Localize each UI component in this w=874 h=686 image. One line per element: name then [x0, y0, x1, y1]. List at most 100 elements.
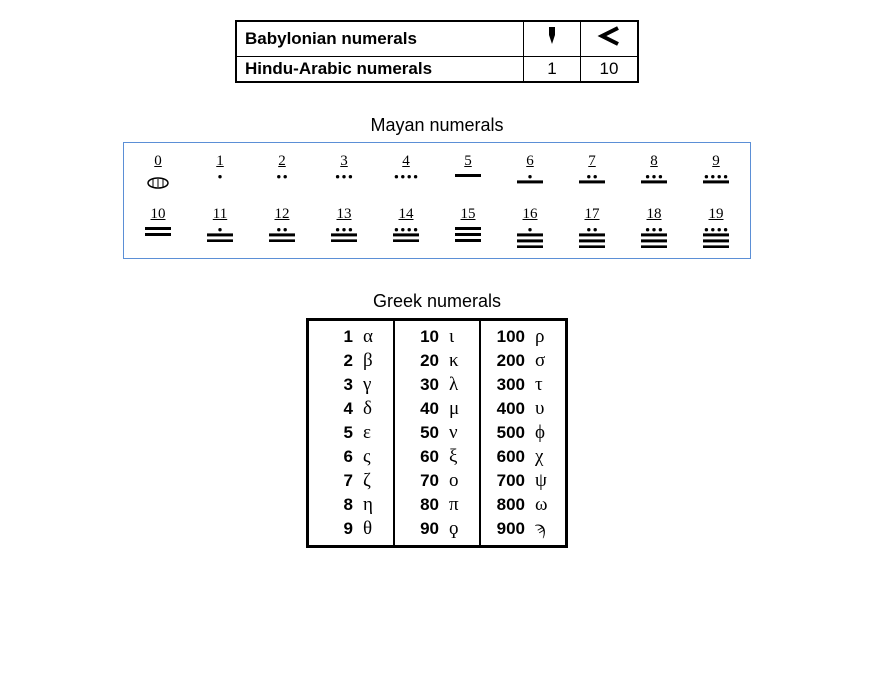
greek-col-ones: 1α2β3γ4δ5ε6ς7ζ8η9θ — [308, 320, 395, 547]
greek-letter: π — [449, 494, 469, 516]
greek-number: 7 — [319, 471, 353, 491]
mayan-table: 0123456789 10111213141516171819 — [123, 142, 751, 259]
greek-row: 600 χ — [491, 445, 555, 469]
greek-number: 80 — [405, 495, 439, 515]
greek-row: 8η — [319, 493, 383, 517]
mayan-cell: 10 — [138, 206, 178, 248]
mayan-glyph-icon — [390, 174, 422, 184]
mayan-glyph-icon — [142, 227, 174, 237]
mayan-glyph-icon — [204, 174, 236, 184]
greek-number: 400 — [491, 399, 525, 419]
mayan-number-label: 7 — [588, 153, 596, 170]
mayan-glyph-icon — [266, 227, 298, 242]
greek-row: 40μ — [405, 397, 469, 421]
greek-letter: λ — [449, 374, 469, 396]
greek-number: 500 — [491, 423, 525, 443]
greek-row: 80 π — [405, 493, 469, 517]
mayan-cell: 1 — [200, 153, 240, 192]
greek-letter: δ — [363, 398, 383, 420]
greek-number: 200 — [491, 351, 525, 371]
babylonian-table: Babylonian numerals Hindu-Arabic numeral… — [235, 20, 639, 83]
hindu-arabic-ten: 10 — [581, 57, 639, 83]
greek-letter: ν — [449, 422, 469, 444]
greek-number: 1 — [319, 327, 353, 347]
table-row: Babylonian numerals — [236, 21, 638, 57]
greek-letter: ρ — [535, 326, 555, 348]
greek-letter: ζ — [363, 470, 383, 492]
greek-number: 8 — [319, 495, 353, 515]
mayan-glyph-icon — [638, 174, 670, 184]
mayan-glyph-icon — [576, 174, 608, 184]
greek-letter: τ — [535, 374, 555, 396]
mayan-number-label: 0 — [154, 153, 162, 170]
greek-row: 4δ — [319, 397, 383, 421]
greek-number: 300 — [491, 375, 525, 395]
mayan-row: 10111213141516171819 — [138, 206, 736, 248]
greek-letter: υ — [535, 398, 555, 420]
babylonian-ten-symbol — [581, 21, 639, 57]
mayan-number-label: 11 — [213, 206, 227, 223]
mayan-number-label: 12 — [275, 206, 290, 223]
greek-number: 4 — [319, 399, 353, 419]
mayan-number-label: 17 — [585, 206, 600, 223]
greek-letter: ϙ — [449, 518, 469, 540]
hindu-arabic-row-label: Hindu-Arabic numerals — [236, 57, 524, 83]
greek-number: 900 — [491, 519, 525, 539]
hindu-arabic-one: 1 — [524, 57, 581, 83]
greek-row: 400 υ — [491, 397, 555, 421]
mayan-number-label: 14 — [399, 206, 414, 223]
greek-letter: ι — [449, 326, 469, 348]
greek-number: 50 — [405, 423, 439, 443]
mayan-number-label: 8 — [650, 153, 658, 170]
greek-number: 60 — [405, 447, 439, 467]
greek-letter: κ — [449, 350, 469, 372]
greek-number: 40 — [405, 399, 439, 419]
mayan-number-label: 13 — [337, 206, 352, 223]
greek-row: 100ρ — [491, 325, 555, 349]
greek-row: 30λ — [405, 373, 469, 397]
greek-row: 300 τ — [491, 373, 555, 397]
greek-col-tens: 10ι20κ30λ40μ50ν60ξ70ο80π90ϙ — [394, 320, 480, 547]
greek-number: 70 — [405, 471, 439, 491]
mayan-glyph-icon — [700, 227, 732, 248]
greek-col-hundreds: 100ρ200σ300τ400υ500ϕ600χ700ψ800ω900ϡ — [480, 320, 567, 547]
greek-number: 6 — [319, 447, 353, 467]
greek-number: 5 — [319, 423, 353, 443]
mayan-number-label: 18 — [647, 206, 662, 223]
greek-letter: α — [363, 326, 383, 348]
greek-row: 800ω — [491, 493, 555, 517]
greek-letter: σ — [535, 350, 555, 372]
mayan-cell: 5 — [448, 153, 488, 192]
mayan-number-label: 15 — [461, 206, 476, 223]
mayan-number-label: 6 — [526, 153, 534, 170]
greek-number: 800 — [491, 495, 525, 515]
greek-row: 50 ν — [405, 421, 469, 445]
mayan-glyph-icon — [514, 227, 546, 248]
greek-row: 5ε — [319, 421, 383, 445]
mayan-title: Mayan numerals — [370, 115, 503, 136]
mayan-glyph-icon — [328, 227, 360, 242]
greek-number: 90 — [405, 519, 439, 539]
mayan-glyph-icon — [328, 174, 360, 184]
mayan-number-label: 4 — [402, 153, 410, 170]
mayan-cell: 16 — [510, 206, 550, 248]
greek-row: 200 σ — [491, 349, 555, 373]
greek-letter: ε — [363, 422, 383, 444]
mayan-glyph-icon — [204, 227, 236, 242]
mayan-cell: 7 — [572, 153, 612, 192]
greek-title: Greek numerals — [373, 291, 501, 312]
mayan-glyph-icon — [266, 174, 298, 184]
greek-row: 900ϡ — [491, 517, 555, 541]
mayan-cell: 3 — [324, 153, 364, 192]
greek-number: 2 — [319, 351, 353, 371]
mayan-glyph-icon — [452, 227, 484, 242]
mayan-cell: 9 — [696, 153, 736, 192]
mayan-cell: 6 — [510, 153, 550, 192]
mayan-number-label: 10 — [151, 206, 166, 223]
mayan-cell: 11 — [200, 206, 240, 248]
greek-row: 10ι — [405, 325, 469, 349]
greek-number: 600 — [491, 447, 525, 467]
mayan-glyph-icon — [142, 174, 174, 192]
greek-letter: χ — [535, 446, 555, 468]
mayan-glyph-icon — [514, 174, 546, 184]
